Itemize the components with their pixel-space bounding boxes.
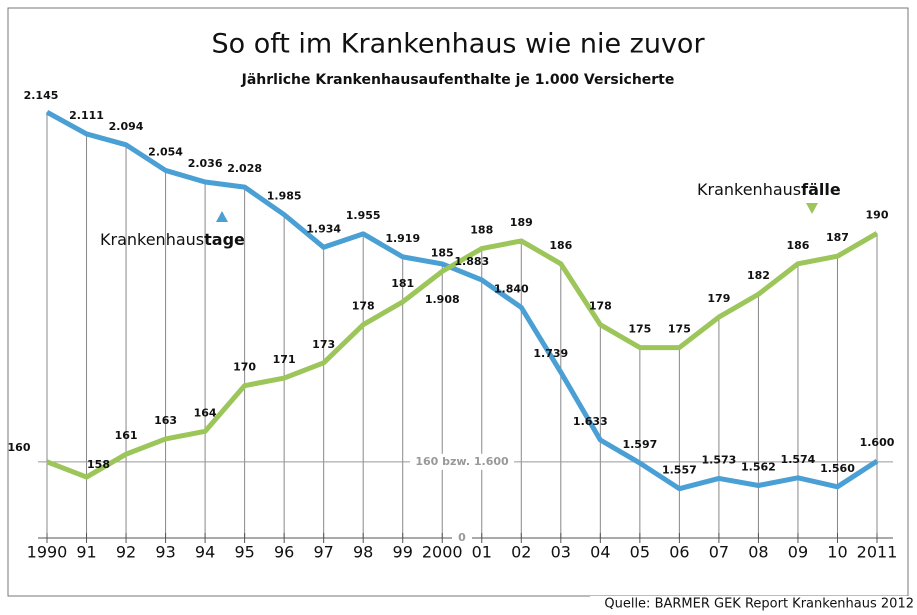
baseline-label-bg — [452, 530, 472, 546]
value-label: 170 — [233, 361, 256, 374]
value-label: 186 — [786, 239, 809, 252]
value-label: 2.028 — [227, 162, 262, 175]
value-label: 1.557 — [662, 464, 697, 477]
series-line — [45, 109, 879, 492]
chart-subtitle: Jährliche Krankenhausaufenthalte je 1.00… — [241, 72, 675, 88]
x-tick-label: 07 — [709, 543, 729, 562]
x-tick-label: 10 — [827, 543, 847, 562]
x-tick-label: 01 — [472, 543, 492, 562]
value-label: 186 — [549, 239, 572, 252]
value-label: 1.934 — [306, 222, 341, 235]
value-label: 1.840 — [494, 282, 529, 295]
value-label: 188 — [470, 224, 493, 237]
x-tick-label: 05 — [630, 543, 650, 562]
x-tick-label: 06 — [669, 543, 689, 562]
value-label: 181 — [391, 277, 414, 290]
legend-marker — [216, 211, 228, 222]
value-label: 1.597 — [622, 438, 657, 451]
value-label: 158 — [87, 458, 110, 471]
value-label: 1.739 — [533, 347, 568, 360]
value-label: 161 — [115, 429, 138, 442]
value-label: 164 — [194, 406, 217, 419]
x-tick-label: 92 — [116, 543, 136, 562]
value-label: 178 — [589, 300, 612, 313]
value-label: 1.600 — [860, 436, 895, 449]
value-label: 1.562 — [741, 460, 776, 473]
value-label: 2.094 — [109, 120, 144, 133]
legend-text-bold: fälle — [801, 180, 841, 199]
chart-title: So oft im Krankenhaus wie nie zuvor — [211, 29, 705, 60]
value-label: 182 — [747, 269, 770, 282]
x-tick-label: 09 — [788, 543, 808, 562]
frame — [7, 7, 909, 597]
source-bg — [590, 596, 917, 615]
value-label: 2.036 — [188, 157, 223, 170]
value-label: 2.054 — [148, 145, 183, 158]
value-label: 2.111 — [69, 109, 104, 122]
baseline-label: 0 — [458, 531, 466, 544]
value-label: 185 — [431, 246, 454, 259]
value-label: 1.633 — [573, 415, 608, 428]
value-label: 1.574 — [781, 453, 816, 466]
x-tick-label: 93 — [155, 543, 175, 562]
x-tick-label: 94 — [195, 543, 215, 562]
value-label: 179 — [707, 292, 730, 305]
value-label: 171 — [273, 353, 296, 366]
value-label: 1.573 — [702, 453, 737, 466]
value-label: 187 — [826, 231, 849, 244]
source: Quelle: BARMER GEK Report Krankenhaus 20… — [604, 597, 914, 612]
x-tick-label: 98 — [353, 543, 373, 562]
value-label: 160 — [8, 441, 31, 454]
x-tick-label: 97 — [313, 543, 333, 562]
value-label: 1.919 — [385, 232, 420, 245]
value-label: 1.985 — [267, 190, 302, 203]
value-label: 175 — [628, 323, 651, 336]
value-label: 173 — [312, 338, 335, 351]
x-tick-label: 2000 — [422, 543, 463, 562]
y-tick-label: 160 bzw. 1.600 — [415, 455, 509, 468]
value-label: 1.883 — [454, 255, 489, 268]
x-tick-label: 99 — [393, 543, 413, 562]
value-label: 178 — [352, 300, 375, 313]
series-line — [46, 231, 879, 480]
x-tick-label: 08 — [748, 543, 768, 562]
value-label: 190 — [866, 208, 889, 221]
value-label: 2.145 — [24, 89, 59, 102]
legend-text-bold: tage — [204, 230, 245, 249]
value-label: 1.908 — [425, 293, 460, 306]
x-tick-label: 03 — [551, 543, 571, 562]
x-tick-label: 1990 — [27, 543, 68, 562]
x-tick-label: 2011 — [857, 543, 898, 562]
legend-marker — [806, 203, 818, 214]
value-label: 189 — [510, 216, 533, 229]
legend-label: Krankenhaustage — [100, 230, 245, 249]
value-label: 175 — [668, 323, 691, 336]
value-label: 1.560 — [820, 462, 855, 475]
legend-text: Krankenhaus — [100, 230, 204, 249]
x-tick-label: 04 — [590, 543, 610, 562]
x-tick-label: 91 — [76, 543, 96, 562]
x-tick-label: 02 — [511, 543, 531, 562]
x-tick-label: 95 — [234, 543, 254, 562]
value-label: 1.955 — [346, 209, 381, 222]
tick-label-bg — [410, 453, 514, 470]
x-tick-label: 96 — [274, 543, 294, 562]
value-label: 163 — [154, 414, 177, 427]
legend-text: Krankenhaus — [697, 180, 801, 199]
legend-label: Krankenhausfälle — [697, 180, 841, 199]
